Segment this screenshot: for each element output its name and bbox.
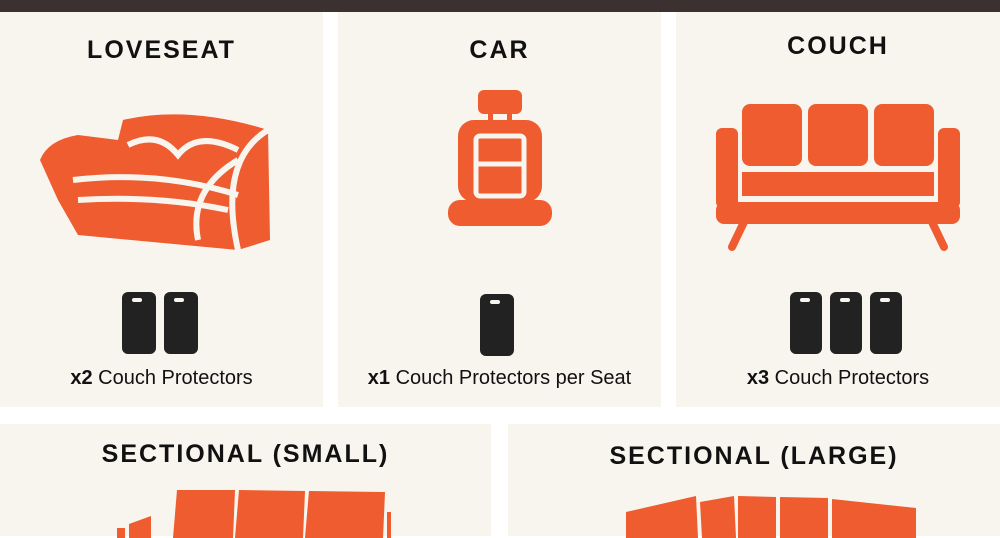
card-title: COUCH	[787, 32, 889, 60]
card-caption: x1 Couch Protectors per Seat	[367, 367, 632, 389]
card-title: SECTIONAL (LARGE)	[609, 442, 899, 470]
protector-icons	[790, 292, 902, 354]
card-sectional-small: SECTIONAL (SMALL)	[0, 424, 491, 538]
card-sectional-large: SECTIONAL (LARGE)	[508, 424, 1000, 538]
card-title: LOVESEAT	[87, 36, 236, 64]
card-caption: x2 Couch Protectors	[70, 367, 253, 389]
couch-icon	[716, 104, 960, 251]
card-couch: COUCH x3 Couch Protectors	[676, 12, 1000, 407]
card-caption: x3 Couch Protectors	[746, 367, 930, 389]
sectional-large-icon	[626, 496, 916, 538]
card-title: CAR	[469, 36, 530, 64]
top-bar	[0, 0, 1000, 12]
protector-icons	[122, 292, 198, 354]
loveseat-icon	[40, 114, 270, 251]
card-title: SECTIONAL (SMALL)	[101, 440, 390, 468]
protector-icons	[480, 294, 514, 356]
sectional-small-icon	[117, 490, 391, 538]
car-seat-icon	[448, 90, 552, 226]
card-car: CAR x1 Couch Protectors per Seat	[338, 12, 661, 407]
card-loveseat: LOVESEAT x2 Couch Protectors	[0, 12, 323, 407]
